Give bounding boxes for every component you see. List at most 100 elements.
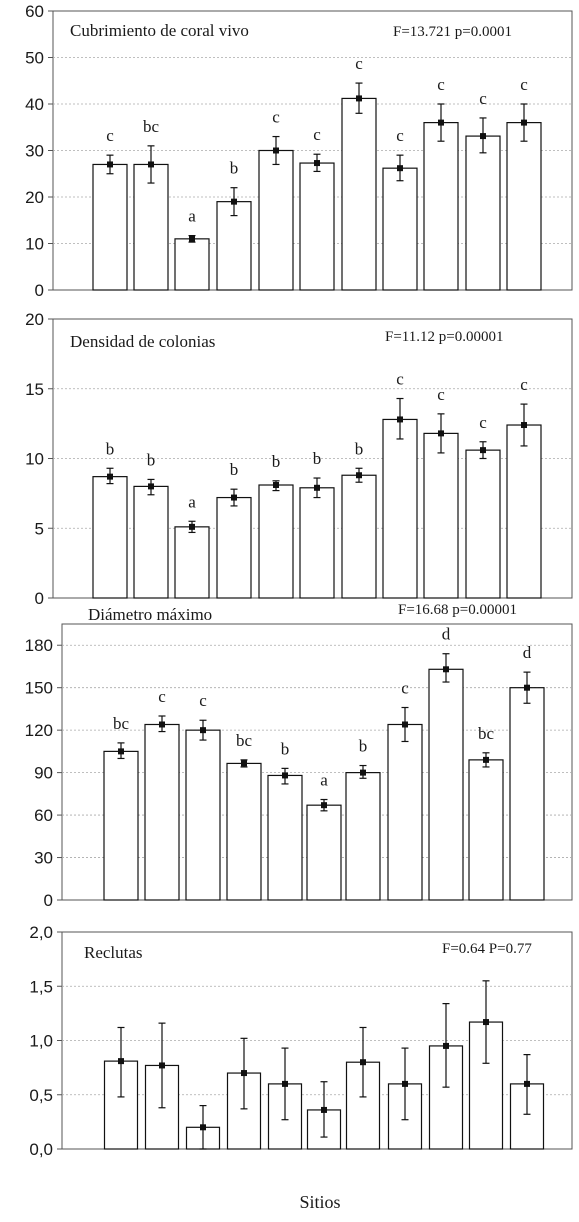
mean-marker (159, 721, 165, 728)
y-tick-label: 0,5 (29, 1086, 53, 1105)
mean-marker (321, 802, 327, 809)
bar (226, 762, 262, 901)
significance-letter: b (355, 439, 364, 458)
bar (345, 772, 381, 901)
mean-marker (231, 494, 237, 501)
bar (465, 135, 501, 291)
y-tick-label: 120 (25, 721, 53, 740)
significance-letter: bc (113, 714, 130, 733)
mean-marker (282, 1080, 288, 1087)
bar (144, 723, 180, 901)
bar (174, 238, 210, 291)
y-tick-label: 0 (44, 891, 53, 910)
y-tick-label: 60 (34, 806, 53, 825)
mean-marker (148, 483, 154, 490)
chart-panel-4: 0,0 0,5 1,0 1,5 2,0 Reclutas F=0.64 P=0.77 (29, 923, 573, 1159)
mean-marker (231, 198, 237, 205)
bar (387, 723, 423, 901)
y-tick-label: 90 (34, 764, 53, 783)
panel-stats: F=16.68 p=0.00001 (398, 602, 517, 618)
y-tick-label: 0,0 (29, 1140, 53, 1159)
bar (103, 750, 139, 901)
significance-letter: a (188, 207, 196, 226)
mean-marker (397, 165, 403, 172)
bar (267, 774, 303, 901)
y-tick-label: 50 (25, 49, 44, 68)
mean-marker (107, 473, 113, 480)
bar (382, 418, 418, 599)
mean-marker (200, 727, 206, 734)
significance-letter: b (359, 737, 368, 756)
y-tick-label: 0 (35, 589, 44, 608)
mean-marker (241, 1070, 247, 1077)
mean-marker (314, 484, 320, 491)
panel-stats: F=11.12 p=0.00001 (385, 329, 503, 345)
significance-letter: c (158, 687, 166, 706)
mean-marker (438, 119, 444, 126)
significance-letter: a (320, 771, 328, 790)
significance-letter: c (437, 75, 445, 94)
mean-marker (159, 1062, 165, 1069)
significance-letter: c (272, 108, 280, 127)
bar (133, 163, 169, 291)
mean-marker (148, 161, 154, 168)
mean-marker (524, 1080, 530, 1087)
bar (306, 804, 342, 901)
significance-letter: c (520, 375, 528, 394)
bar (133, 485, 169, 599)
panel-title: Reclutas (84, 943, 143, 962)
significance-letter: b (106, 439, 115, 458)
y-tick-label: 10 (25, 235, 44, 254)
y-tick-label: 40 (25, 95, 44, 114)
y-tick-label: 1,5 (29, 977, 53, 996)
significance-letter: d (523, 643, 532, 662)
mean-marker (360, 769, 366, 776)
significance-letter: c (479, 89, 487, 108)
y-tick-label: 150 (25, 679, 53, 698)
significance-letter: b (230, 460, 239, 479)
y-tick-label: 30 (34, 849, 53, 868)
bar (258, 484, 294, 599)
bar (216, 201, 252, 291)
y-tick-label: 15 (25, 380, 44, 399)
mean-marker (521, 422, 527, 429)
y-tick-label: 1,0 (29, 1032, 53, 1051)
bar (423, 432, 459, 599)
mean-marker (321, 1106, 327, 1113)
bar (174, 526, 210, 599)
y-tick-label: 180 (25, 636, 53, 655)
mean-marker (314, 160, 320, 167)
mean-marker (241, 760, 247, 767)
significance-letter: c (401, 679, 409, 698)
bar (465, 449, 501, 599)
mean-marker (356, 472, 362, 479)
mean-marker (107, 161, 113, 168)
significance-letter: b (230, 159, 239, 178)
panel-stats: F=13.721 p=0.0001 (393, 24, 512, 40)
bar (423, 121, 459, 291)
bar (341, 97, 377, 291)
mean-marker (443, 666, 449, 673)
mean-marker (273, 482, 279, 489)
mean-marker (200, 1124, 206, 1131)
bar (506, 121, 542, 291)
bar (92, 163, 128, 291)
y-tick-label: 10 (25, 450, 44, 469)
mean-marker (118, 748, 124, 755)
bar (216, 496, 252, 599)
significance-letter: c (396, 126, 404, 145)
mean-marker (189, 235, 195, 242)
mean-marker (483, 1019, 489, 1026)
significance-letter: bc (236, 731, 253, 750)
mean-marker (524, 684, 530, 691)
bar (92, 476, 128, 599)
panel-stats: F=0.64 P=0.77 (442, 941, 532, 957)
significance-letter: c (396, 370, 404, 389)
mean-marker (356, 95, 362, 102)
significance-letter: b (313, 449, 322, 468)
y-tick-label: 20 (25, 188, 44, 207)
mean-marker (521, 119, 527, 126)
